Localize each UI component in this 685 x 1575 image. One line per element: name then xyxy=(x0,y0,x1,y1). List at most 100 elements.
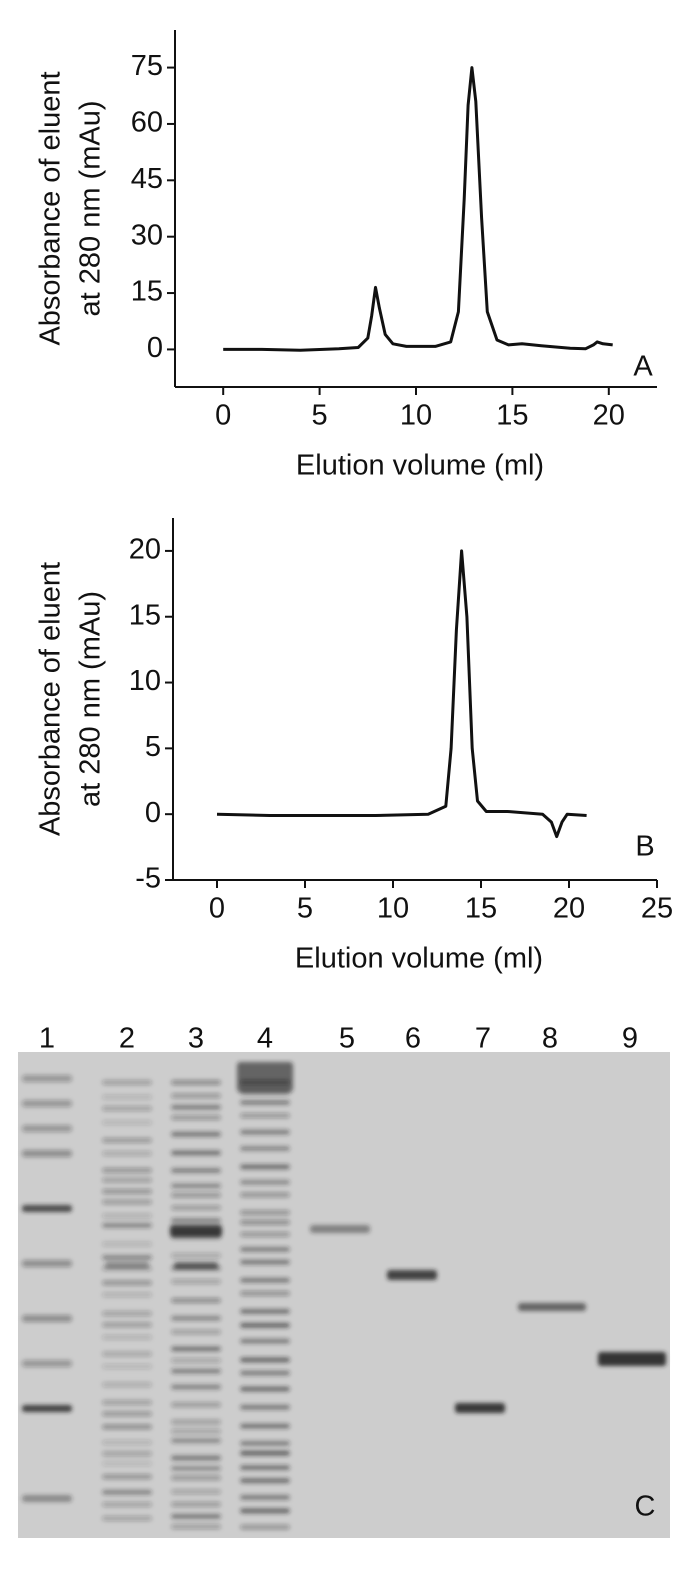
band xyxy=(455,1403,505,1413)
band xyxy=(174,1262,218,1269)
band xyxy=(171,1346,221,1352)
band xyxy=(171,1513,221,1519)
band xyxy=(171,1104,221,1110)
band xyxy=(171,1218,221,1224)
band xyxy=(171,1428,221,1434)
y-tick-label: 30 xyxy=(131,219,163,251)
y-tick-label: 45 xyxy=(131,163,163,195)
band xyxy=(22,1315,72,1322)
band xyxy=(240,1210,290,1216)
band xyxy=(171,1115,221,1121)
band xyxy=(171,1192,221,1198)
band xyxy=(240,1450,290,1456)
x-tick-label: 15 xyxy=(496,400,528,432)
band xyxy=(171,1150,221,1156)
band xyxy=(102,1501,152,1507)
x-tick-label: 20 xyxy=(593,400,625,432)
panel-label: C xyxy=(635,1491,656,1523)
band xyxy=(171,1131,221,1137)
lane-label: 1 xyxy=(39,1023,55,1055)
panel-label: A xyxy=(633,351,653,383)
band xyxy=(171,1368,221,1374)
band xyxy=(102,1411,152,1417)
band xyxy=(171,1489,221,1495)
band xyxy=(237,1062,293,1092)
band xyxy=(102,1137,152,1143)
x-tick-label: 5 xyxy=(297,893,313,925)
band xyxy=(102,1351,152,1357)
y-tick-label: 0 xyxy=(147,332,163,364)
x-tick-label: 10 xyxy=(377,893,409,925)
band xyxy=(240,1440,290,1446)
band xyxy=(102,1177,152,1183)
y-axis-label: Absorbance of eluent xyxy=(35,71,67,345)
x-tick-label: 20 xyxy=(553,893,585,925)
band xyxy=(240,1179,290,1185)
band xyxy=(240,1478,290,1484)
lane-label: 4 xyxy=(257,1023,273,1055)
band xyxy=(102,1222,152,1228)
data-line xyxy=(223,66,613,352)
band xyxy=(171,1438,221,1444)
band xyxy=(22,1075,72,1082)
band xyxy=(240,1099,290,1105)
band xyxy=(171,1168,221,1174)
band xyxy=(102,1106,152,1112)
x-tick-label: 10 xyxy=(400,400,432,432)
band xyxy=(240,1259,290,1265)
band xyxy=(171,1384,221,1390)
gel-bands xyxy=(22,1062,666,1530)
band xyxy=(102,1120,152,1126)
x-tick-label: 0 xyxy=(215,400,231,432)
band xyxy=(102,1474,152,1480)
lane-label: 7 xyxy=(475,1023,491,1055)
band xyxy=(102,1461,152,1467)
x-tick-label: 25 xyxy=(641,893,673,925)
y-tick-label: 15 xyxy=(131,276,163,308)
band xyxy=(102,1322,152,1328)
y-tick-label: 75 xyxy=(131,50,163,82)
band xyxy=(171,1253,221,1259)
band xyxy=(22,1360,72,1367)
band xyxy=(102,1188,152,1194)
band xyxy=(102,1151,152,1157)
band xyxy=(240,1231,290,1237)
x-tick-label: 5 xyxy=(312,400,328,432)
band xyxy=(240,1277,290,1283)
band xyxy=(240,1338,290,1344)
y-tick-label: 20 xyxy=(129,534,161,566)
band xyxy=(598,1352,666,1366)
band xyxy=(102,1439,152,1445)
y-axis-label: at 280 nm (mAu) xyxy=(75,101,107,317)
band xyxy=(240,1219,290,1225)
x-axis-label: Elution volume (ml) xyxy=(296,450,544,482)
y-tick-label: -5 xyxy=(135,863,161,895)
band xyxy=(240,1494,290,1500)
band xyxy=(22,1125,72,1132)
band xyxy=(240,1508,290,1514)
band xyxy=(105,1262,149,1268)
panel-label: B xyxy=(635,831,654,863)
band xyxy=(240,1357,290,1363)
band xyxy=(240,1404,290,1410)
y-tick-label: 60 xyxy=(131,107,163,139)
y-tick-label: 0 xyxy=(145,797,161,829)
band xyxy=(102,1424,152,1430)
band xyxy=(171,1093,221,1099)
lane-label: 2 xyxy=(119,1023,135,1055)
band xyxy=(102,1451,152,1457)
band xyxy=(102,1382,152,1388)
band xyxy=(22,1405,72,1412)
x-tick-label: 15 xyxy=(465,893,497,925)
band xyxy=(387,1270,437,1280)
band xyxy=(171,1279,221,1285)
band xyxy=(171,1475,221,1481)
band xyxy=(102,1400,152,1406)
band xyxy=(102,1334,152,1340)
band xyxy=(102,1515,152,1521)
band xyxy=(240,1524,290,1530)
y-axis-label: Absorbance of eluent xyxy=(35,562,67,836)
band xyxy=(102,1280,152,1286)
band xyxy=(171,1501,221,1507)
band xyxy=(240,1290,290,1296)
